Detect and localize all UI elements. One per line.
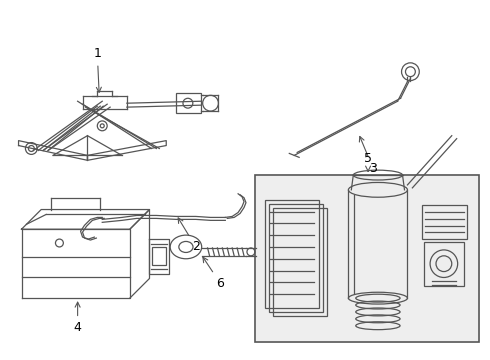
Bar [176, 93, 201, 113]
Bar [255, 175, 479, 342]
Bar [422, 204, 466, 239]
Text: 2: 2 [178, 218, 200, 253]
Text: 4: 4 [74, 302, 81, 334]
Bar [269, 204, 323, 312]
Bar [424, 242, 464, 286]
Text: 6: 6 [203, 257, 224, 290]
Text: 3: 3 [359, 136, 377, 175]
Bar [256, 176, 478, 342]
Text: 5: 5 [364, 152, 372, 171]
Text: 1: 1 [94, 48, 101, 92]
Bar [265, 200, 319, 308]
Bar [272, 208, 327, 316]
Bar [152, 247, 166, 265]
